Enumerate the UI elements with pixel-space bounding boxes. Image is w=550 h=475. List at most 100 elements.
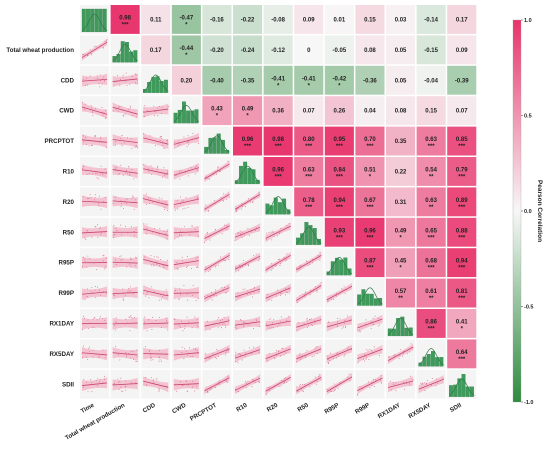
scatter-point bbox=[303, 322, 305, 324]
scatter-point bbox=[180, 294, 182, 296]
cell-r20-r20 bbox=[263, 187, 293, 217]
scatter-point bbox=[154, 228, 155, 230]
scatter-point bbox=[265, 269, 267, 271]
scatter-point bbox=[348, 374, 350, 376]
scatter-point bbox=[235, 361, 237, 363]
scatter-point bbox=[143, 223, 145, 225]
cell-r10-cdd bbox=[141, 157, 171, 186]
scatter-point bbox=[102, 260, 104, 262]
scatter-point bbox=[162, 141, 164, 143]
scatter-point bbox=[254, 229, 256, 231]
scatter-point bbox=[146, 385, 148, 386]
histogram-bar bbox=[125, 42, 129, 63]
scatter-point bbox=[130, 266, 132, 268]
scatter-point bbox=[84, 237, 86, 239]
corr-tile bbox=[324, 5, 354, 34]
corr-tile bbox=[263, 5, 293, 34]
scatter-point bbox=[196, 265, 198, 267]
scatter-point bbox=[308, 324, 309, 326]
histogram-bar bbox=[204, 146, 209, 154]
scatter-point bbox=[85, 352, 87, 354]
scatter-point bbox=[82, 315, 84, 317]
scatter-point bbox=[89, 49, 91, 51]
scatter-point bbox=[234, 236, 236, 238]
cell-r95p-time bbox=[80, 248, 110, 278]
cell-rx1day-r95p bbox=[324, 309, 354, 338]
scatter-point bbox=[279, 232, 281, 234]
fit-line bbox=[234, 349, 261, 359]
scatter-point bbox=[400, 383, 402, 385]
scatter-point bbox=[122, 390, 124, 392]
column-label: R20 bbox=[266, 402, 280, 414]
scatter-point bbox=[193, 138, 195, 140]
scatter-point bbox=[241, 359, 243, 361]
scatter-point bbox=[206, 176, 208, 178]
scatter-point bbox=[268, 327, 270, 329]
scatter-point bbox=[163, 295, 165, 297]
scatter-point bbox=[115, 321, 117, 323]
scatter-point bbox=[284, 382, 286, 384]
scatter-point bbox=[214, 203, 216, 205]
cell-total-wheat-production-cdd: 0.17 bbox=[141, 35, 171, 65]
scatter-point bbox=[280, 295, 281, 297]
scatter-point bbox=[194, 316, 196, 318]
row-label: SDII bbox=[62, 381, 74, 388]
scatter-point bbox=[181, 384, 183, 386]
scatter-point bbox=[377, 318, 379, 320]
scatter-point bbox=[84, 103, 86, 105]
corr-tile bbox=[386, 126, 416, 156]
scatter-point bbox=[150, 165, 152, 167]
scatter-point bbox=[281, 322, 283, 324]
scatter-point bbox=[270, 327, 272, 329]
corr-tile bbox=[355, 248, 385, 278]
corr-tile bbox=[233, 96, 263, 126]
scatter-point bbox=[309, 294, 311, 296]
histogram-bar bbox=[361, 289, 366, 306]
scatter-point bbox=[157, 115, 159, 117]
scatter-point bbox=[84, 317, 85, 319]
scatter-point bbox=[213, 294, 215, 296]
scatter-point bbox=[351, 349, 352, 350]
histogram-bar bbox=[94, 8, 99, 33]
cell-time-time bbox=[80, 5, 110, 34]
fit-line bbox=[234, 226, 261, 238]
cell-r95p-r20 bbox=[263, 248, 293, 278]
corr-value: 0.22 bbox=[395, 169, 407, 175]
scatter-point bbox=[281, 292, 283, 294]
corr-value: 0.08 bbox=[364, 48, 376, 54]
corr-value: -0.41 bbox=[271, 76, 285, 82]
scatter-point bbox=[337, 325, 339, 327]
histogram-bar bbox=[182, 101, 186, 124]
scatter-point bbox=[89, 352, 90, 354]
scatter-point bbox=[281, 316, 282, 318]
corr-tile bbox=[233, 65, 263, 95]
scatter-point bbox=[425, 382, 427, 384]
scatter-point bbox=[250, 289, 252, 290]
scatter-point bbox=[125, 72, 127, 74]
scatter-point bbox=[336, 293, 338, 295]
scatter-point bbox=[267, 236, 269, 238]
scatter-point bbox=[346, 376, 348, 378]
scatter-point bbox=[218, 231, 220, 232]
fit-line bbox=[265, 320, 291, 327]
scatter-point bbox=[96, 269, 98, 271]
scatter-point bbox=[164, 206, 166, 208]
scatter-point bbox=[332, 357, 334, 359]
scatter-point bbox=[173, 318, 175, 320]
scatter-point bbox=[278, 386, 280, 387]
scatter-point bbox=[226, 348, 228, 350]
scatter-point bbox=[326, 355, 328, 357]
scatter-point bbox=[303, 390, 304, 392]
scatter-point bbox=[237, 232, 239, 234]
scatter-point bbox=[91, 382, 93, 384]
scatter-point bbox=[159, 137, 161, 138]
scatter-point bbox=[127, 137, 128, 139]
scatter-point bbox=[83, 196, 85, 198]
scatter-point bbox=[388, 356, 390, 358]
cell-rx5day-cdd bbox=[141, 339, 171, 369]
scatter-point bbox=[301, 293, 303, 295]
scatter-point bbox=[244, 206, 246, 208]
corr-tile bbox=[447, 35, 477, 65]
scatter-point bbox=[196, 319, 198, 321]
histogram-bar bbox=[296, 237, 300, 245]
